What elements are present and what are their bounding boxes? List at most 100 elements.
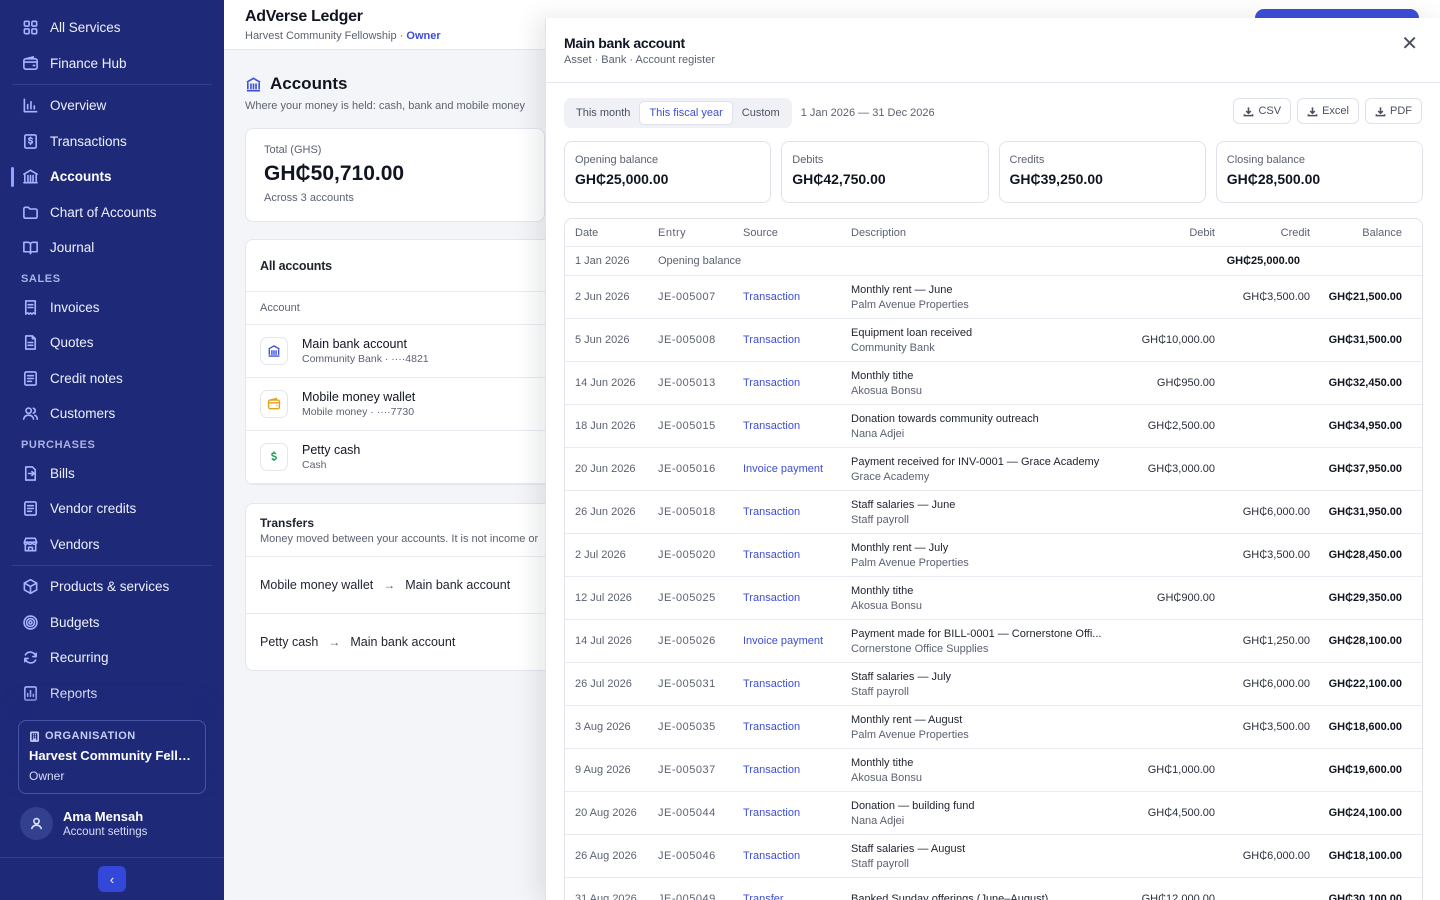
sidebar-item-reports[interactable]: Reports xyxy=(0,676,224,712)
sidebar-item-credit-notes[interactable]: Credit notes xyxy=(0,361,224,397)
row-entry: JE-005049 xyxy=(658,893,716,900)
sidebar-item-products-and-services[interactable]: Products & services xyxy=(0,569,224,605)
sidebar-item-transactions[interactable]: Transactions xyxy=(0,124,224,160)
refresh-icon xyxy=(23,651,37,664)
row-date: 5 Jun 2026 xyxy=(575,334,630,346)
table-row[interactable]: 9 Aug 2026 JE-005037 Transaction Monthly ti… xyxy=(565,749,1422,792)
ledger-table: Date Entry Source Description Debit Cred… xyxy=(564,218,1423,900)
table-row[interactable]: 26 Jun 2026 JE-005018 Transaction Staff sal… xyxy=(565,491,1422,534)
transfer-row[interactable]: Mobile money wallet → Main bank account xyxy=(246,557,564,614)
stat-closing-balance: Closing balance GH₵28,500.00 xyxy=(1215,141,1423,203)
row-source-link[interactable]: Invoice payment xyxy=(743,463,824,475)
table-row[interactable]: 12 Jul 2026 JE-005025 Transaction Monthly t… xyxy=(565,577,1422,620)
organisation-card[interactable]: ORGANISATION Harvest Community Fello... … xyxy=(18,720,206,794)
row-description: Equipment loan received Community Bank xyxy=(851,327,1113,354)
sidebar-item-quotes[interactable]: Quotes xyxy=(0,325,224,361)
account-row[interactable]: Main bank account Community Bank · ····48… xyxy=(246,325,564,378)
row-date: 31 Aug 2026 xyxy=(575,893,637,900)
filter-custom[interactable]: Custom xyxy=(741,107,780,119)
export-csv-button[interactable]: CSV xyxy=(1233,98,1292,124)
date-range: 1 Jan 2026 — 31 Dec 2026 xyxy=(800,107,935,119)
stat-value: GH₵42,750.00 xyxy=(792,171,886,187)
table-row[interactable]: 26 Jul 2026 JE-005031 Transaction Staff sal… xyxy=(565,663,1422,706)
row-source-link[interactable]: Transfer xyxy=(743,893,784,900)
table-row[interactable]: 2 Jun 2026 JE-005007 Transaction Monthly re… xyxy=(565,276,1422,319)
user-profile[interactable]: Ama Mensah Account settings xyxy=(20,807,147,840)
account-row[interactable]: Mobile money wallet Mobile money · ····77… xyxy=(246,378,564,431)
row-source-link[interactable]: Transaction xyxy=(743,592,801,604)
row-description: Staff salaries — June Staff payroll xyxy=(851,499,1113,526)
table-row[interactable]: 20 Aug 2026 JE-005044 Transaction Donation … xyxy=(565,792,1422,835)
row-party: Nana Adjei xyxy=(851,427,905,440)
row-source-link[interactable]: Transaction xyxy=(743,807,801,819)
row-party: Akosua Bonsu xyxy=(851,384,922,397)
sidebar-item-bills[interactable]: Bills xyxy=(0,456,224,492)
row-description: Donation towards community outreach Nana … xyxy=(851,413,1113,440)
sidebar-item-invoices[interactable]: Invoices xyxy=(0,290,224,326)
sidebar-item-overview[interactable]: Overview xyxy=(0,88,224,124)
row-source-link[interactable]: Transaction xyxy=(743,678,801,690)
transfer-to: Main bank account xyxy=(405,578,511,592)
row-balance: GH₵28,100.00 xyxy=(1328,635,1402,647)
row-entry: JE-005026 xyxy=(658,635,716,647)
sidebar-item-label: Customers xyxy=(50,406,116,422)
account-settings-link[interactable]: Account settings xyxy=(63,826,148,838)
table-row[interactable]: 20 Jun 2026 JE-005016 Invoice payment Payme… xyxy=(565,448,1422,491)
account-row[interactable]: Petty cash Cash xyxy=(246,431,564,484)
wallet-icon xyxy=(267,397,281,410)
table-row[interactable]: 3 Aug 2026 JE-005035 Transaction Monthly re… xyxy=(565,706,1422,749)
arrow-right-icon: → xyxy=(383,578,396,592)
export-pdf-button[interactable]: PDF xyxy=(1365,98,1422,124)
sidebar-item-chart-of-accounts[interactable]: Chart of Accounts xyxy=(0,195,224,231)
row-entry: JE-005018 xyxy=(658,506,716,518)
row-description-text: Staff salaries — August xyxy=(851,842,966,855)
row-source-link[interactable]: Transaction xyxy=(743,764,801,776)
table-row[interactable]: 5 Jun 2026 JE-005008 Transaction Equipment … xyxy=(565,319,1422,362)
row-source-link[interactable]: Transaction xyxy=(743,549,801,561)
row-source-link[interactable]: Transaction xyxy=(743,377,801,389)
close-icon[interactable]: ✕ xyxy=(1401,33,1418,55)
row-source-link[interactable]: Transaction xyxy=(743,721,801,733)
sidebar-item-label: Invoices xyxy=(50,299,100,315)
table-row[interactable]: 26 Aug 2026 JE-005046 Transaction Staff sal… xyxy=(565,835,1422,878)
row-source-link[interactable]: Transaction xyxy=(743,420,801,432)
row-source-link[interactable]: Transaction xyxy=(743,291,801,303)
book-icon-wrapper xyxy=(21,239,39,257)
row-source-link[interactable]: Transaction xyxy=(743,850,801,862)
row-source-link[interactable]: Transaction xyxy=(743,334,801,346)
sidebar-item-accounts[interactable]: Accounts xyxy=(0,159,224,195)
download-icon xyxy=(1375,106,1386,116)
collapse-sidebar-button[interactable]: ‹ xyxy=(98,866,126,892)
sidebar-item-journal[interactable]: Journal xyxy=(0,230,224,266)
filter-this-month[interactable]: This month xyxy=(576,107,631,119)
sidebar-item-customers[interactable]: Customers xyxy=(0,396,224,432)
filter-this-fiscal-year[interactable]: This fiscal year xyxy=(639,101,733,125)
bar-chart-icon-wrapper xyxy=(21,97,39,115)
stat-label: Closing balance xyxy=(1226,154,1306,166)
row-description-text: Staff salaries — July xyxy=(851,670,952,683)
sidebar-item-budgets[interactable]: Budgets xyxy=(0,605,224,641)
export-label: CSV xyxy=(1258,105,1282,117)
table-row[interactable]: 14 Jun 2026 JE-005013 Transaction Monthly t… xyxy=(565,362,1422,405)
col-entry: Entry xyxy=(658,226,687,239)
sidebar-item-recurring[interactable]: Recurring xyxy=(0,640,224,676)
table-row[interactable]: 31 Aug 2026 JE-005049 Transfer Banked Sunda… xyxy=(565,878,1422,900)
sidebar-item-all-services[interactable]: All Services xyxy=(0,10,224,46)
row-balance: GH₵21,500.00 xyxy=(1328,291,1402,303)
sidebar-item-finance-hub[interactable]: Finance Hub xyxy=(0,46,224,82)
row-source-link[interactable]: Transaction xyxy=(743,506,801,518)
transfer-to: Main bank account xyxy=(350,635,456,649)
sidebar-item-vendors[interactable]: Vendors xyxy=(0,527,224,563)
table-row[interactable]: 18 Jun 2026 JE-005015 Transaction Donation … xyxy=(565,405,1422,448)
export-excel-button[interactable]: Excel xyxy=(1297,98,1359,124)
row-credit: GH₵3,500.00 xyxy=(1242,549,1310,561)
sidebar-item-vendor-credits[interactable]: Vendor credits xyxy=(0,491,224,527)
table-row[interactable]: 2 Jul 2026 JE-005020 Transaction Monthly re… xyxy=(565,534,1422,577)
sidebar-item-label: Vendor credits xyxy=(50,501,137,517)
transfer-row[interactable]: Petty cash → Main bank account xyxy=(246,614,564,670)
table-row[interactable]: 14 Jul 2026 JE-005026 Invoice payment Payme… xyxy=(565,620,1422,663)
row-entry: JE-005008 xyxy=(658,334,716,346)
row-debit: GH₵3,000.00 xyxy=(1147,463,1215,475)
row-source-link[interactable]: Invoice payment xyxy=(743,635,824,647)
list-icon xyxy=(23,501,37,517)
